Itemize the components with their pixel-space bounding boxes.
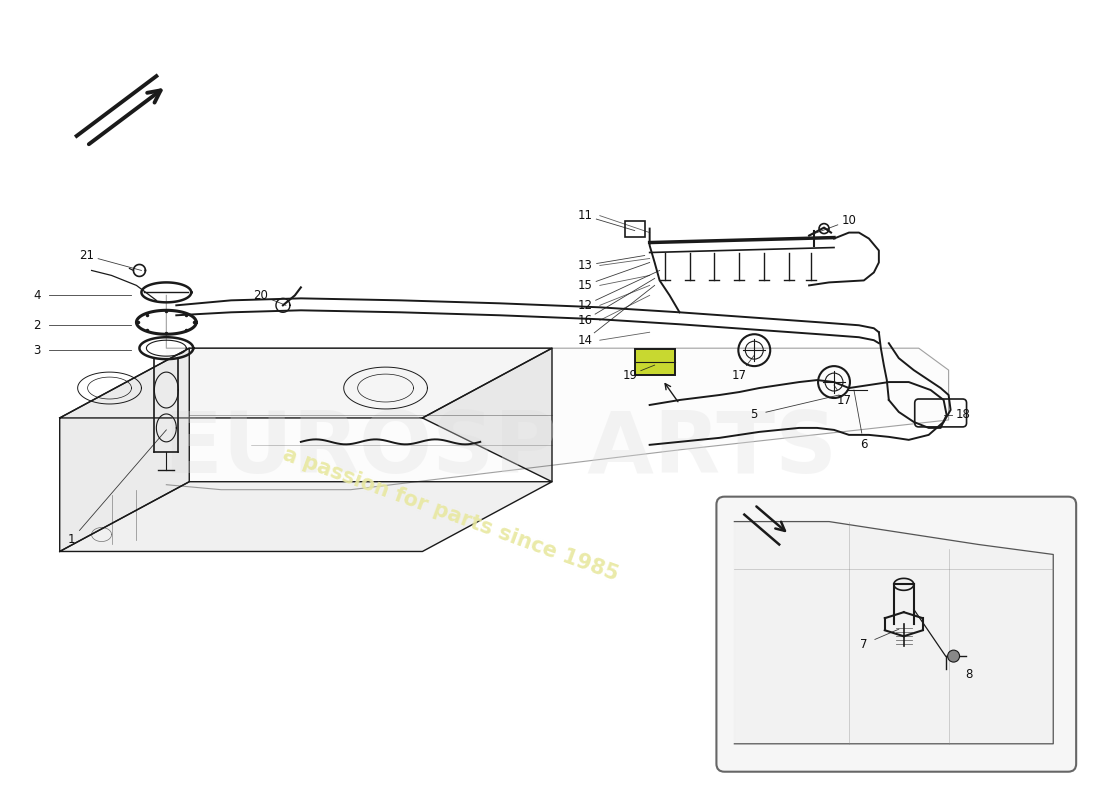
Text: 21: 21 (79, 249, 95, 262)
Polygon shape (59, 348, 552, 418)
Text: 5: 5 (750, 409, 758, 422)
Text: 16: 16 (578, 314, 593, 326)
Text: 6: 6 (860, 438, 868, 451)
Bar (635, 349, 674, 375)
Polygon shape (422, 348, 552, 482)
Polygon shape (59, 348, 189, 551)
Text: 15: 15 (578, 279, 592, 292)
Text: 11: 11 (578, 209, 593, 222)
Text: a passion for parts since 1985: a passion for parts since 1985 (279, 444, 620, 585)
Text: 20: 20 (254, 289, 268, 302)
Text: EUROSP ARTS: EUROSP ARTS (164, 408, 837, 491)
Text: 14: 14 (578, 334, 593, 346)
Polygon shape (59, 482, 552, 551)
Text: 18: 18 (956, 409, 971, 422)
Text: 8: 8 (965, 667, 972, 681)
Polygon shape (166, 295, 948, 490)
Bar (625, 221, 645, 237)
Text: 2: 2 (33, 318, 41, 332)
Text: 19: 19 (623, 369, 637, 382)
Polygon shape (735, 522, 1053, 744)
FancyBboxPatch shape (716, 497, 1076, 772)
Text: 1: 1 (68, 533, 76, 546)
Text: 10: 10 (842, 214, 857, 227)
Text: 4: 4 (33, 289, 41, 302)
Text: 12: 12 (578, 299, 593, 312)
Text: 3: 3 (33, 344, 41, 357)
Text: 17: 17 (836, 394, 851, 406)
Text: 7: 7 (860, 638, 868, 650)
Text: 13: 13 (578, 259, 592, 272)
Text: 17: 17 (732, 369, 747, 382)
Circle shape (947, 650, 959, 662)
